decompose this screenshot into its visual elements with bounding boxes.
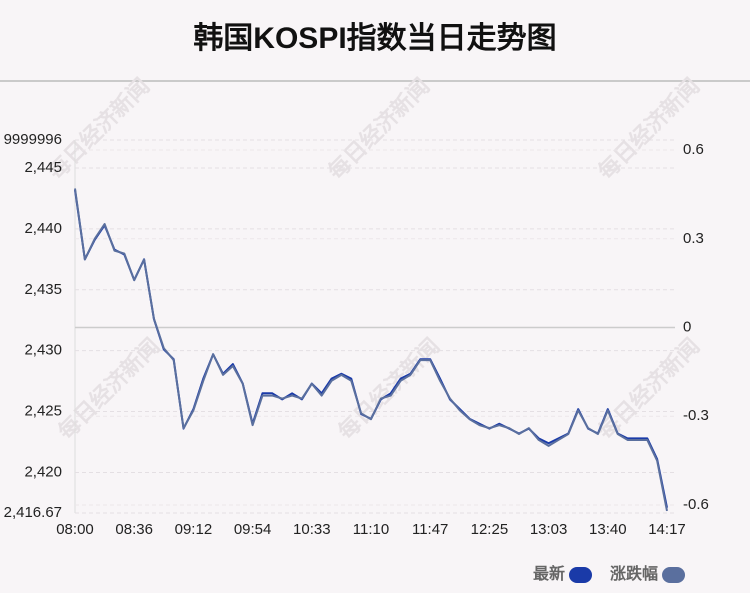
y-tick-label: 2,445 (24, 159, 62, 176)
x-tick-label: 13:40 (589, 521, 627, 538)
y-tick-label: 9999996 (4, 131, 62, 148)
y2-tick-label: -0.3 (683, 407, 709, 424)
y-tick-label: 2,430 (24, 342, 62, 359)
legend-swatch (569, 567, 593, 583)
x-tick-label: 11:10 (353, 521, 389, 538)
x-tick-label: 08:36 (115, 521, 153, 538)
y2-tick-label: -0.6 (683, 496, 709, 513)
y2-tick-label: 0.3 (683, 230, 704, 247)
x-tick-label: 08:00 (56, 521, 94, 538)
series-line (74, 188, 668, 512)
x-tick-label: 14:17 (648, 521, 686, 538)
x-tick-label: 09:12 (175, 521, 213, 538)
y-tick-label: 2,420 (24, 463, 62, 480)
y-tick-label: 2,440 (24, 220, 62, 237)
x-tick-label: 11:47 (412, 521, 448, 538)
y-tick-label: 2,435 (24, 281, 62, 298)
legend-label: 涨跌幅 (610, 564, 658, 583)
y2-tick-label: 0 (683, 319, 691, 336)
x-tick-label: 12:25 (471, 521, 509, 538)
x-tick-label: 10:33 (293, 521, 331, 538)
legend-label: 最新 (533, 564, 565, 583)
chart-title: 韩国KOSPI指数当日走势图 (193, 22, 556, 55)
y2-tick-label: 0.6 (683, 141, 704, 158)
legend-swatch (662, 567, 686, 583)
x-tick-label: 09:54 (234, 521, 272, 538)
x-tick-label: 13:03 (530, 521, 568, 538)
y-tick-label: 2,425 (24, 403, 62, 420)
y-tick-label: 2,416.67 (4, 504, 62, 521)
